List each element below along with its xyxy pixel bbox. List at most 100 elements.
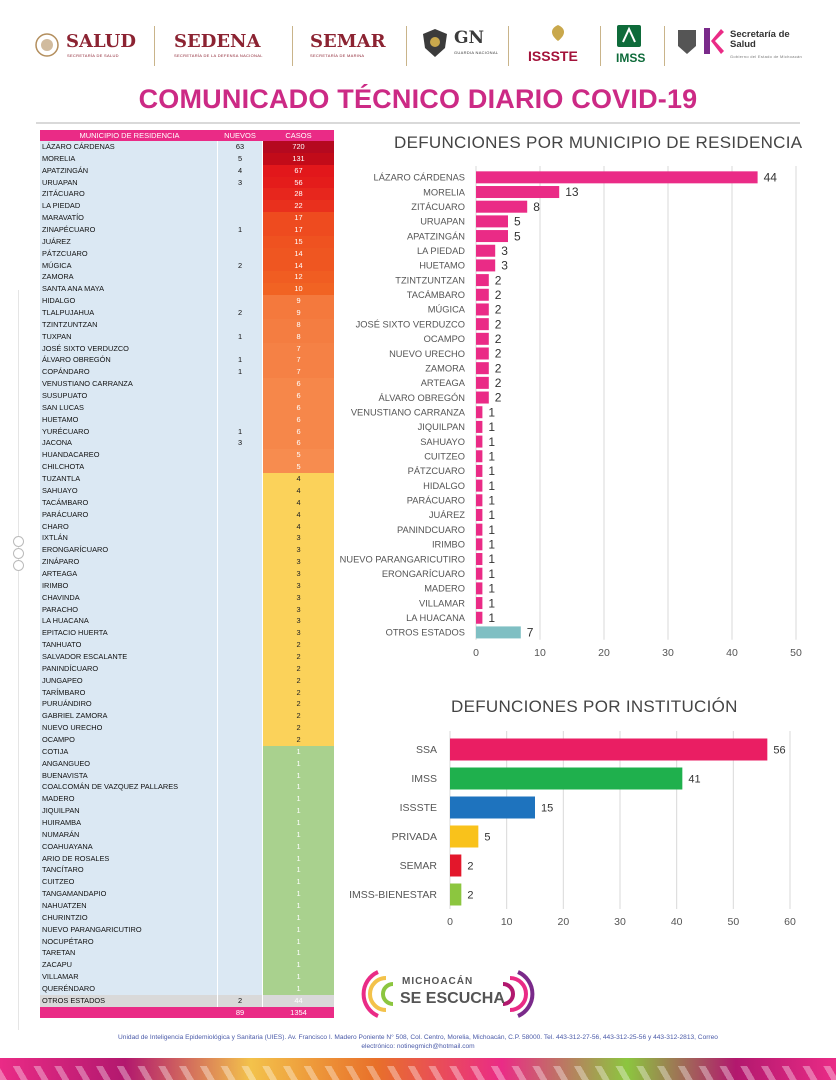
value-label: 1 (488, 420, 495, 434)
category-label: IMSS (411, 773, 437, 785)
new-cases (217, 212, 263, 225)
category-label: NUEVO URECHO (389, 349, 465, 359)
municipio-name: ARIO DE ROSALES (40, 852, 217, 865)
total-cases-cell: 12 (263, 271, 334, 284)
table-row: TACÁMBARO 4 (40, 496, 334, 509)
x-tick-label: 60 (784, 916, 796, 928)
municipio-name: JACONA (40, 437, 217, 450)
binder-ring-icon (13, 536, 24, 547)
municipio-name: SAHUAYO (40, 484, 217, 497)
municipio-name: PARACHO (40, 603, 217, 616)
table-row: SUSUPUATO 6 (40, 390, 334, 402)
total-cases-cell: 1 (263, 888, 334, 900)
total-cases-cell: 3 (263, 627, 334, 640)
value-label: 13 (565, 185, 579, 199)
issste-emblem-icon (551, 25, 565, 41)
bar (476, 538, 483, 551)
table-row: CHAVINDA 3 (40, 591, 334, 604)
new-cases (217, 757, 263, 770)
new-cases: 1 (217, 425, 263, 438)
total-cases-cell: 1 (263, 864, 334, 877)
table-row: PANINDÍCUARO 2 (40, 662, 334, 675)
bar (476, 244, 496, 257)
municipio-name: TANGAMANDAPIO (40, 888, 217, 900)
value-label: 1 (488, 449, 495, 463)
total-cases-cell: 1 (263, 959, 334, 972)
new-cases (217, 639, 263, 651)
total-cases-cell: 2 (263, 733, 334, 746)
new-cases (217, 674, 263, 687)
value-label: 1 (488, 494, 495, 508)
bar (476, 435, 483, 448)
header-nuevos: NUEVOS (224, 131, 256, 140)
table-row: TUXPAN 1 8 (40, 330, 334, 343)
bar (476, 230, 508, 243)
total-cases-cell: 9 (263, 295, 334, 308)
binder-ring-icon (13, 548, 24, 559)
totals-label (40, 1007, 217, 1018)
new-cases (217, 295, 263, 308)
table-row: QUERÉNDARO 1 (40, 983, 334, 995)
municipio-name: TUXPAN (40, 330, 217, 343)
table-row: COPÁNDARO 1 7 (40, 366, 334, 379)
table-row: TLALPUJAHUA 2 9 (40, 307, 334, 319)
category-label: SSA (416, 744, 437, 756)
category-label: ZITÁCUARO (411, 202, 465, 212)
value-label: 3 (501, 244, 508, 258)
municipio-name: ARTEAGA (40, 567, 217, 580)
total-cases-cell: 22 (263, 200, 334, 213)
imss-logo: IMSS (612, 18, 652, 74)
new-cases (217, 378, 263, 391)
issste-logo: ISSSTE (524, 18, 590, 74)
table-row: SANTA ANA MAYA 10 (40, 283, 334, 296)
new-cases (217, 698, 263, 711)
bar (476, 626, 521, 639)
new-cases: 4 (217, 164, 263, 177)
table-row: MARAVATÍO 17 (40, 212, 334, 225)
x-tick-label: 30 (614, 916, 626, 928)
table-row: HUIRAMBA 1 (40, 816, 334, 829)
municipio-name: ÁLVARO OBREGÓN (40, 354, 217, 367)
new-cases (217, 781, 263, 794)
bar (476, 347, 489, 360)
category-label: JUÁREZ (429, 510, 465, 520)
municipio-name: BUENAVISTA (40, 769, 217, 782)
municipio-name: URUAPAN (40, 176, 217, 189)
new-cases: 2 (217, 259, 263, 272)
category-label: LÁZARO CÁRDENAS (374, 173, 465, 183)
category-label: HIDALGO (423, 481, 465, 491)
municipio-name: LA HUACANA (40, 615, 217, 628)
bar (476, 303, 489, 316)
bar (476, 450, 483, 463)
municipio-name: VILLAMAR (40, 971, 217, 984)
total-cases-cell: 6 (263, 390, 334, 402)
total-cases-cell: 1 (263, 923, 334, 936)
total-cases-cell: 1 (263, 828, 334, 841)
total-cases-cell: 56 (263, 176, 334, 189)
bar (476, 523, 483, 536)
x-tick-label: 30 (662, 647, 674, 659)
table-row: ÁLVARO OBREGÓN 1 7 (40, 354, 334, 367)
value-label: 5 (514, 229, 521, 243)
new-cases (217, 627, 263, 640)
new-cases (217, 900, 263, 912)
bar (450, 738, 768, 761)
sedena-logo: SEDENA SECRETARÍA DE LA DEFENSA NACIONAL (170, 18, 290, 74)
new-cases (217, 805, 263, 817)
sedena-title: SEDENA (174, 31, 261, 52)
total-cases-cell: 3 (263, 579, 334, 592)
new-cases (217, 390, 263, 402)
bar (476, 406, 483, 419)
municipio-name: APATZINGÁN (40, 164, 217, 177)
new-cases (217, 556, 263, 568)
category-label: ERONGARÍCUARO (382, 569, 465, 579)
total-cases-cell: 2 (263, 722, 334, 734)
table-row: SAN LUCAS 6 (40, 401, 334, 414)
campaign-line2: SE ESCUCHA (400, 990, 505, 1007)
municipio-name: ZITÁCUARO (40, 188, 217, 201)
table-row: NAHUATZEN 1 (40, 900, 334, 912)
total-cases-cell: 4 (263, 484, 334, 497)
table-row: LÁZARO CÁRDENAS 63 720 (40, 141, 334, 153)
new-cases: 5 (217, 152, 263, 165)
new-cases (217, 852, 263, 865)
